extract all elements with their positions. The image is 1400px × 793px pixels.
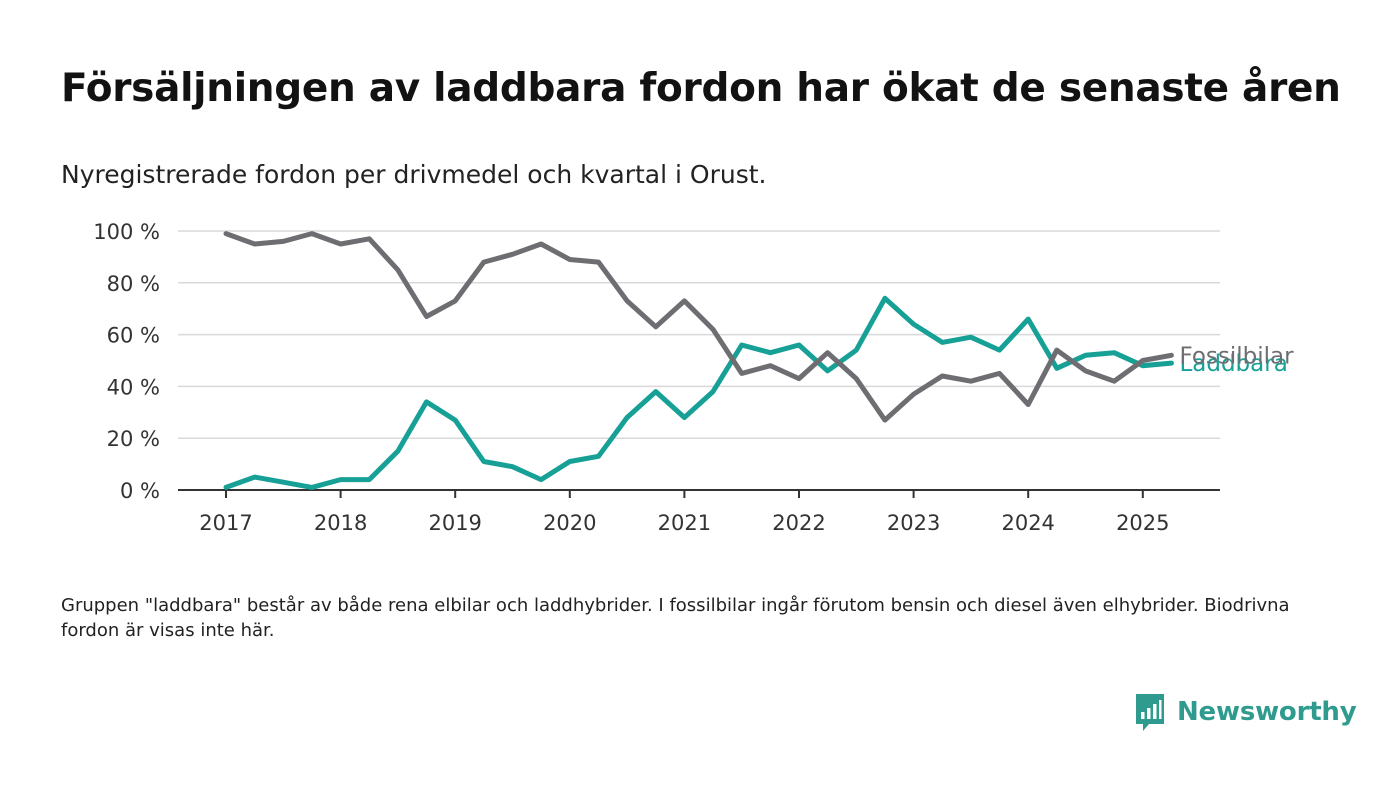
x-tick-label: 2025 — [1116, 511, 1169, 535]
x-tick-label: 2024 — [1001, 511, 1054, 535]
series-line-laddbara — [223, 295, 1174, 490]
x-tick-label: 2023 — [887, 511, 940, 535]
y-axis-ticks: 0 % 20 % 40 % 60 % 80 % 100 % — [93, 220, 160, 503]
y-tick-label: 40 % — [107, 375, 160, 399]
line-chart: 0 % 20 % 40 % 60 % 80 % 100 % 2017 2018 2019 202… — [93, 220, 1294, 535]
series-lines — [223, 231, 1174, 490]
chart-title: Försäljningen av laddbara fordon har öka… — [61, 66, 1341, 111]
series-label-fossilbilar: Fossilbilar — [1179, 343, 1294, 369]
y-tick-label: 60 % — [107, 324, 160, 348]
x-tick-label: 2019 — [428, 511, 481, 535]
x-tick-label: 2022 — [772, 511, 825, 535]
series-label-laddbara: Laddbara — [1179, 351, 1287, 377]
chart-subtitle: Nyregistrerade fordon per drivmedel och … — [61, 160, 767, 189]
brand-name: Newsworthy — [1177, 697, 1357, 727]
y-tick-label: 100 % — [93, 220, 160, 244]
brand-logo[interactable]: Newsworthy — [1133, 690, 1357, 734]
x-axis: 2017 2018 2019 2020 2021 2022 2023 2024 2025 — [178, 489, 1220, 535]
x-tick-label: 2018 — [314, 511, 367, 535]
series-line-fossilbilar — [223, 231, 1174, 423]
y-tick-label: 0 % — [120, 479, 160, 503]
y-tick-label: 20 % — [107, 427, 160, 451]
gridlines — [178, 230, 1220, 439]
y-tick-label: 80 % — [107, 272, 160, 296]
x-tick-label: 2021 — [658, 511, 711, 535]
x-tick-label: 2020 — [543, 511, 596, 535]
x-tick-label: 2017 — [199, 511, 252, 535]
footnote: Gruppen "laddbara" består av både rena e… — [61, 595, 1290, 641]
newsworthy-logo-icon — [1136, 694, 1164, 731]
